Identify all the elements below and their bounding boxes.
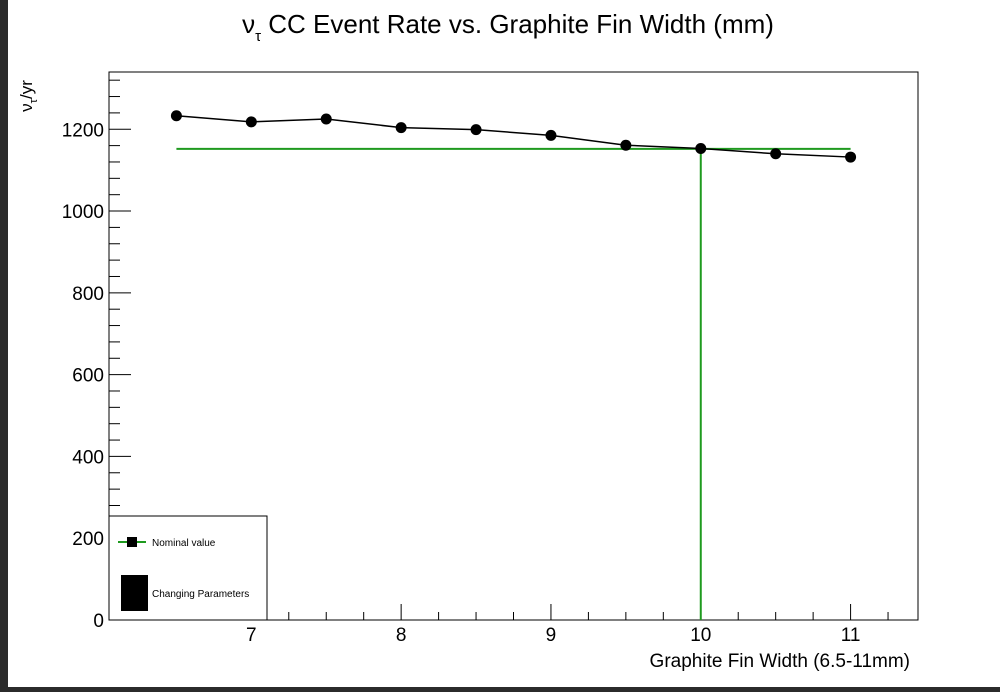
x-tick-label: 10 — [690, 625, 711, 646]
nominal-value-lines — [176, 147, 851, 620]
data-point — [245, 116, 257, 128]
y-tick-label: 1200 — [62, 120, 104, 141]
ylabel-rest: /yr — [17, 80, 36, 99]
legend-changing-swatch — [121, 575, 148, 611]
x-tick-label: 8 — [396, 625, 407, 646]
data-point — [395, 122, 407, 134]
title-nu: ν — [242, 9, 255, 39]
data-series — [170, 110, 857, 163]
axis-tick-labels: 7 8 9 10 11 0 200 400 600 800 1000 1200 — [62, 120, 861, 646]
series-line — [176, 115, 851, 158]
x-tick-label: 7 — [246, 625, 257, 646]
y-tick-label: 600 — [72, 366, 104, 387]
data-point — [545, 129, 557, 141]
data-point — [170, 110, 182, 122]
x-tick-label: 11 — [841, 625, 861, 646]
title-rest: CC Event Rate vs. Graphite Fin Width (mm… — [261, 9, 774, 39]
x-axis-label: Graphite Fin Width (6.5-11mm) — [650, 651, 910, 672]
chart-svg: ντ CC Event Rate vs. Graphite Fin Width … — [17, 9, 919, 672]
data-point — [770, 148, 782, 160]
legend-nominal-marker — [127, 537, 137, 547]
y-tick-label: 1000 — [62, 202, 104, 223]
title-subscript: τ — [255, 28, 261, 45]
ylabel-subscript: τ — [28, 98, 40, 103]
y-tick-label: 800 — [72, 284, 104, 305]
chart-canvas: ντ CC Event Rate vs. Graphite Fin Width … — [8, 0, 1000, 687]
legend: Nominal value Changing Parameters — [108, 515, 268, 621]
data-point — [320, 113, 332, 125]
x-tick-label: 9 — [546, 625, 557, 646]
data-point — [845, 151, 857, 163]
y-tick-label: 400 — [72, 447, 104, 468]
ylabel-nu: ν — [17, 103, 36, 112]
chart-title: ντ CC Event Rate vs. Graphite Fin Width … — [242, 9, 774, 45]
data-point — [620, 139, 632, 151]
data-point — [470, 124, 482, 136]
legend-changing-label: Changing Parameters — [152, 589, 249, 600]
data-point — [695, 142, 707, 154]
y-tick-label: 200 — [72, 529, 104, 550]
y-tick-label: 0 — [93, 611, 104, 632]
legend-nominal-label: Nominal value — [152, 538, 216, 549]
y-axis-label: ντ/yr — [17, 80, 40, 112]
